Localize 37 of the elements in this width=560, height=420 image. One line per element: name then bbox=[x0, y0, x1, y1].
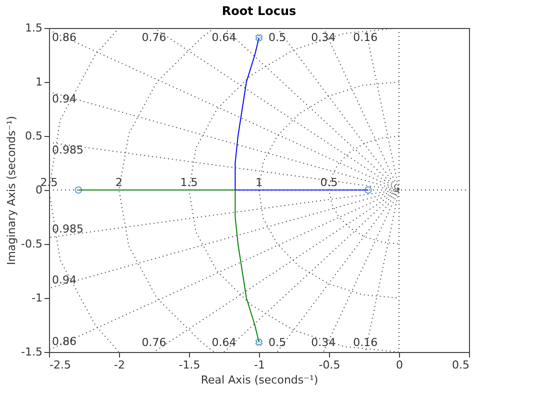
x-tick-label: -1 bbox=[254, 358, 265, 372]
text: 0.985 bbox=[52, 222, 84, 236]
x-axis-title: Real Axis (seconds⁻¹) bbox=[200, 374, 318, 386]
series-label: 0.34 bbox=[311, 336, 336, 349]
text: 0.64 bbox=[212, 31, 236, 44]
text: 0.76 bbox=[142, 336, 166, 349]
text: 0.34 bbox=[311, 31, 336, 44]
chart-title: Root Locus bbox=[222, 4, 296, 18]
y-tick-label: 1 bbox=[36, 76, 42, 88]
x-tick-label: -1.5 bbox=[178, 358, 200, 372]
series-label: 1.5 bbox=[180, 176, 198, 189]
x-tick-label: -2 bbox=[114, 358, 125, 372]
x-tick-label: -0.5 bbox=[318, 358, 340, 372]
series-label: 0.76 bbox=[142, 31, 166, 44]
y-axis-title: Imaginary Axis (seconds⁻¹) bbox=[5, 116, 18, 266]
series-label: 0.64 bbox=[212, 336, 236, 349]
series-label: 0.985 bbox=[52, 143, 84, 156]
series-label: 0.86 bbox=[52, 31, 76, 44]
y-tick-label: -1.5 bbox=[21, 346, 42, 358]
x-tick-label: 0 bbox=[396, 358, 403, 372]
y-tick-label: 1.5 bbox=[25, 22, 42, 34]
series-label: 1 bbox=[256, 176, 262, 189]
series-label: 0.5 bbox=[268, 31, 286, 44]
text: 0.16 bbox=[353, 336, 378, 349]
y-tick-label: 0.5 bbox=[25, 130, 42, 142]
y-tick-label: -0.5 bbox=[21, 238, 42, 250]
text: 0.5 bbox=[268, 336, 286, 349]
text: 0.94 bbox=[52, 273, 76, 286]
series-label: 0.16 bbox=[353, 31, 378, 44]
series-label: 0.5 bbox=[320, 176, 338, 189]
x-tick-label: -2.5 bbox=[50, 358, 71, 372]
x-tick-label: 0.5 bbox=[452, 358, 470, 372]
series-label: 2 bbox=[116, 176, 122, 189]
y-tick-label: 0 bbox=[36, 184, 42, 196]
y-tick-label: -1 bbox=[32, 292, 42, 304]
series-label: 0.94 bbox=[52, 92, 76, 106]
text: 0.86 bbox=[52, 334, 76, 348]
